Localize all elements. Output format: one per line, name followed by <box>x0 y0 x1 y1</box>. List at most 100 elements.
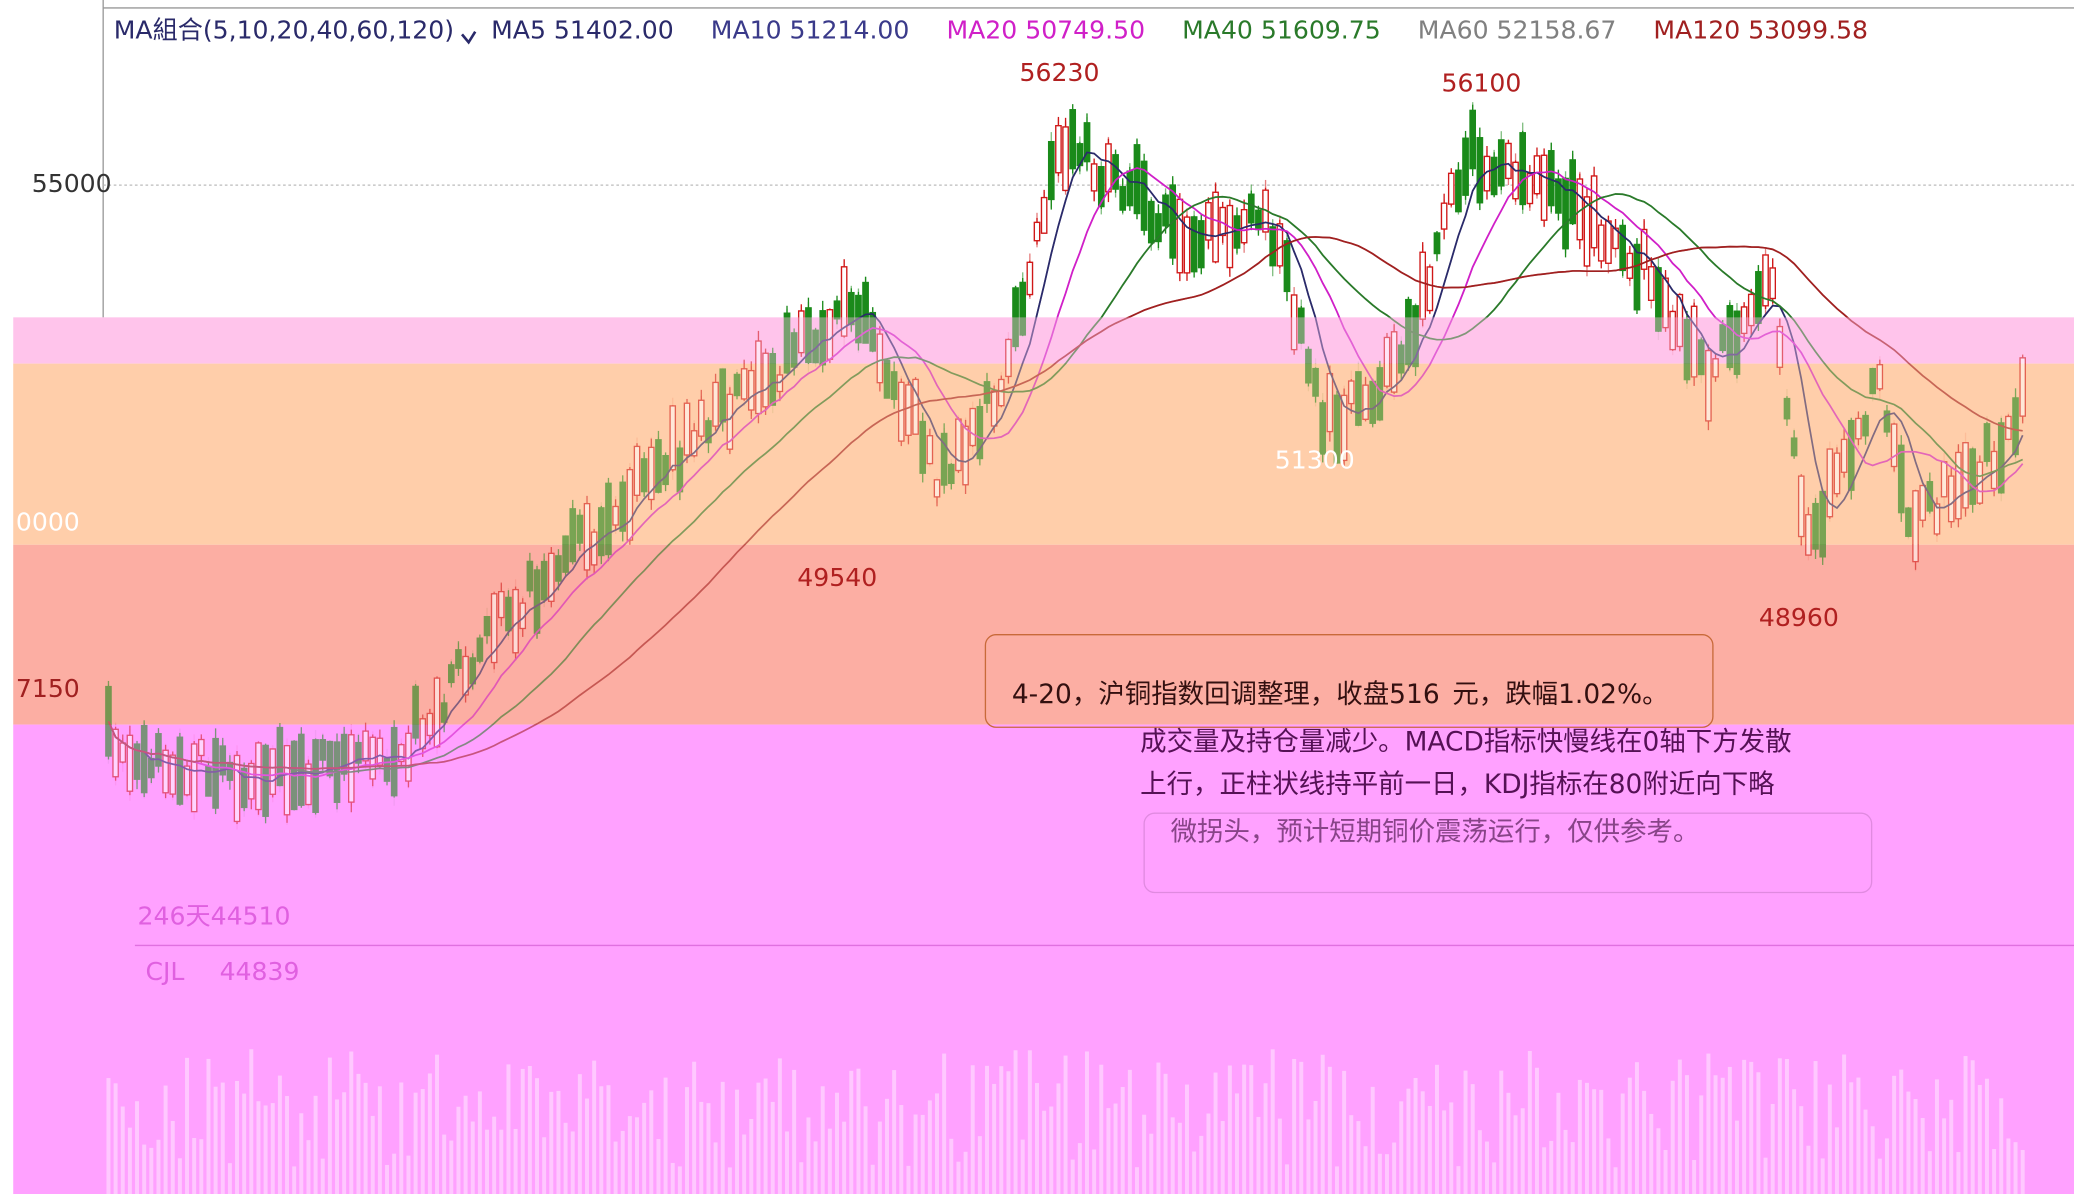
ma-legend: MA5 51402.00 <box>491 16 674 45</box>
candle-body <box>726 393 734 450</box>
volume-bar <box>177 1158 182 1194</box>
note-box <box>984 634 1714 728</box>
volume-bar <box>1435 1064 1439 1194</box>
candle-body <box>490 593 498 664</box>
volume-bar <box>1270 1049 1275 1194</box>
candle-body <box>933 479 941 498</box>
volume-bar <box>1520 1108 1525 1194</box>
candle-body <box>1312 367 1319 397</box>
candle-body <box>1505 142 1512 180</box>
volume-bar <box>1492 1162 1497 1194</box>
candle-body <box>1090 163 1098 192</box>
candle-body <box>483 615 491 637</box>
candle-body <box>1069 109 1077 170</box>
volume-bar <box>1006 1071 1011 1194</box>
candle-body <box>462 655 469 696</box>
volume-bar <box>1049 1106 1054 1194</box>
candle-body <box>919 420 927 474</box>
candle-body <box>1226 204 1234 269</box>
volume-bar <box>699 1101 704 1194</box>
candle-body <box>1819 490 1826 558</box>
candle-body <box>1126 170 1134 207</box>
volume-bar <box>527 1065 532 1194</box>
volume-bar <box>1449 1102 1454 1194</box>
candle-body <box>133 743 141 780</box>
volume-bar <box>777 1058 782 1194</box>
volume-label[interactable]: CJL <box>145 957 184 986</box>
candle-body <box>1490 156 1498 196</box>
candle-body <box>1283 240 1291 293</box>
volume-bar <box>1706 1053 1711 1194</box>
candle-body <box>1962 442 1969 509</box>
volume-bar <box>213 1086 218 1194</box>
candle-body <box>1805 514 1812 556</box>
volume-bar <box>1963 1056 1968 1194</box>
candle-body <box>219 745 227 776</box>
dropdown-arrow <box>460 31 477 45</box>
candle-body <box>1862 414 1869 437</box>
volume-bar <box>656 1139 661 1194</box>
volume-bar <box>392 1153 397 1194</box>
y-label: 7150 <box>16 674 80 703</box>
volume-bar <box>449 1140 454 1194</box>
candle-body <box>240 767 248 809</box>
volume-bar <box>920 1114 925 1194</box>
candle-body <box>440 702 448 723</box>
volume-bar <box>1634 1062 1639 1194</box>
candle-body <box>1347 380 1355 405</box>
volume-bar <box>727 1167 732 1194</box>
volume-bar <box>1199 1135 1204 1194</box>
volume-bar <box>1806 1145 1811 1194</box>
candle-body <box>326 740 334 777</box>
candle-body <box>1912 490 1919 563</box>
volume-bar <box>535 1078 540 1194</box>
candle-body <box>705 420 712 444</box>
volume-bar <box>127 1127 132 1194</box>
volume-bar <box>470 1121 475 1194</box>
candle-body <box>155 733 162 767</box>
candle-body <box>869 311 877 352</box>
volume-bar <box>1770 1103 1775 1194</box>
volume-bar <box>849 1070 854 1194</box>
volume-bar <box>1892 1075 1897 1194</box>
candle-body <box>1840 438 1848 473</box>
volume-bar <box>649 1090 654 1194</box>
candle-body <box>1383 336 1391 387</box>
candle-body <box>255 742 262 811</box>
candle-body <box>183 765 191 796</box>
volume-bar <box>1799 1106 1804 1194</box>
volume-bar <box>1385 1154 1389 1194</box>
candle-body <box>1783 397 1791 420</box>
candle-body <box>340 733 348 775</box>
volume-bar <box>1713 1075 1718 1194</box>
volume-bar <box>1363 1146 1368 1194</box>
volume-bar <box>227 1163 232 1194</box>
candle-body <box>1633 243 1641 311</box>
volume-bar <box>599 1086 604 1194</box>
volume-bar <box>220 1082 225 1194</box>
volume-bar <box>1692 1159 1697 1194</box>
volume-bar <box>1534 1067 1539 1194</box>
candle-body <box>1797 475 1805 538</box>
volume-bar <box>1999 1098 2004 1194</box>
candle-body <box>1369 380 1377 424</box>
volume-bar <box>577 1074 582 1194</box>
volume-bar <box>706 1103 711 1194</box>
volume-bar <box>927 1100 932 1194</box>
volume-bar <box>1792 1089 1797 1194</box>
volume-bar <box>1749 1061 1754 1194</box>
volume-bar <box>1956 1152 1961 1194</box>
volume-bar <box>1906 1091 1911 1194</box>
candle-body <box>1540 154 1548 221</box>
volume-bar <box>370 1115 375 1194</box>
candle-body <box>1826 448 1834 518</box>
volume-bar <box>1027 1050 1032 1194</box>
ma-selector[interactable]: MA組合(5,10,20,40,60,120) <box>114 16 454 45</box>
volume-bar <box>1984 1078 1989 1194</box>
candle-body <box>233 754 241 823</box>
volume-bar <box>1263 1083 1268 1194</box>
volume-bar <box>1606 1138 1611 1194</box>
volume-bar <box>2013 1142 2018 1194</box>
